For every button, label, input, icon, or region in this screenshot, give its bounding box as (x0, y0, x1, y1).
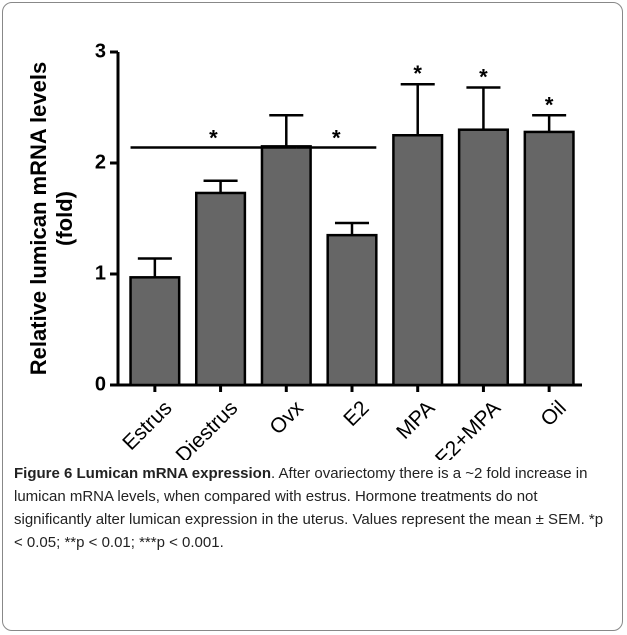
y-tick-label: 3 (95, 40, 106, 62)
y-axis-label: Relative lumican mRNA levels (26, 62, 51, 375)
bar (260, 145, 312, 387)
significance-marker: * (479, 65, 488, 90)
x-tick-label: Ovx (265, 396, 308, 439)
x-tick-label: Oil (536, 396, 570, 430)
significance-marker: * (413, 61, 422, 86)
bar (195, 191, 247, 387)
bar (326, 233, 378, 387)
x-tick-label: Diestrus (172, 396, 243, 460)
significance-marker: * (545, 92, 554, 117)
significance-label: * (332, 125, 341, 150)
bar (129, 276, 181, 387)
y-axis-label: (fold) (52, 191, 77, 246)
x-tick-label: Estrus (118, 396, 176, 454)
chart: Relative lumican mRNA levels (fold) 0 1 2 3 Es… (26, 40, 582, 460)
caption-text: . After ovariectomy there is a ~2 fold i… (14, 465, 604, 551)
x-tick-label: E2+MPA (431, 396, 505, 460)
bar (523, 130, 575, 387)
bar (392, 134, 444, 387)
caption-title: Figure 6 Lumican mRNA expression (14, 465, 272, 482)
y-tick-label: 0 (95, 373, 106, 395)
y-tick-label: 1 (95, 262, 106, 284)
x-tick-label: E2 (339, 396, 373, 430)
y-tick-label: 2 (95, 151, 106, 173)
bar (457, 128, 509, 387)
significance-label: * (209, 125, 218, 150)
caption: Figure 6 Lumican mRNA expression. After … (14, 462, 614, 554)
x-tick-label: MPA (392, 396, 439, 443)
